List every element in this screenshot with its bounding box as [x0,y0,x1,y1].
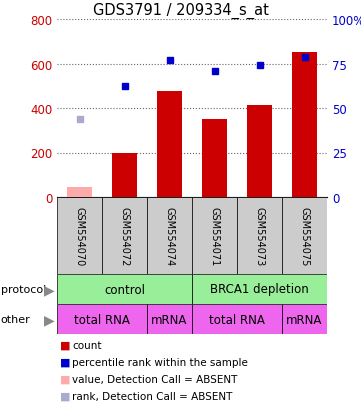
Text: ■: ■ [60,340,70,350]
Text: total RNA: total RNA [74,313,130,326]
Text: count: count [72,340,101,350]
Bar [202,120,227,197]
Text: ■: ■ [60,357,70,367]
Bar [57,274,192,304]
Bar [57,304,147,334]
Text: GDS3791 / 209334_s_at: GDS3791 / 209334_s_at [92,3,269,19]
Bar [57,197,102,274]
Text: GSM554074: GSM554074 [165,206,174,266]
Bar [247,105,272,197]
Bar [292,53,317,197]
Bar [282,304,327,334]
Text: ■: ■ [60,374,70,384]
Text: GSM554070: GSM554070 [74,206,84,266]
Bar [157,92,182,197]
Text: value, Detection Call = ABSENT: value, Detection Call = ABSENT [72,374,238,384]
Bar [192,274,327,304]
Text: rank, Detection Call = ABSENT: rank, Detection Call = ABSENT [72,391,232,401]
Text: total RNA: total RNA [209,313,265,326]
Text: BRCA1 depletion: BRCA1 depletion [210,283,309,296]
Bar [102,197,147,274]
Text: GSM554072: GSM554072 [119,206,130,266]
Text: control: control [104,283,145,296]
Bar [147,304,192,334]
Text: percentile rank within the sample: percentile rank within the sample [72,357,248,367]
Text: mRNA: mRNA [151,313,188,326]
Text: mRNA: mRNA [286,313,323,326]
Text: ▶: ▶ [44,312,54,326]
Text: GSM554071: GSM554071 [209,206,219,266]
Text: GSM554073: GSM554073 [255,206,265,266]
Bar [147,197,192,274]
Text: other: other [1,314,30,324]
Bar [112,153,137,197]
Text: ▶: ▶ [44,282,54,296]
Bar [282,197,327,274]
Bar [192,197,237,274]
Text: protocol: protocol [1,284,46,294]
Bar [237,197,282,274]
Text: GSM554075: GSM554075 [300,206,309,266]
Text: ■: ■ [60,391,70,401]
Bar [67,188,92,197]
Bar [192,304,282,334]
